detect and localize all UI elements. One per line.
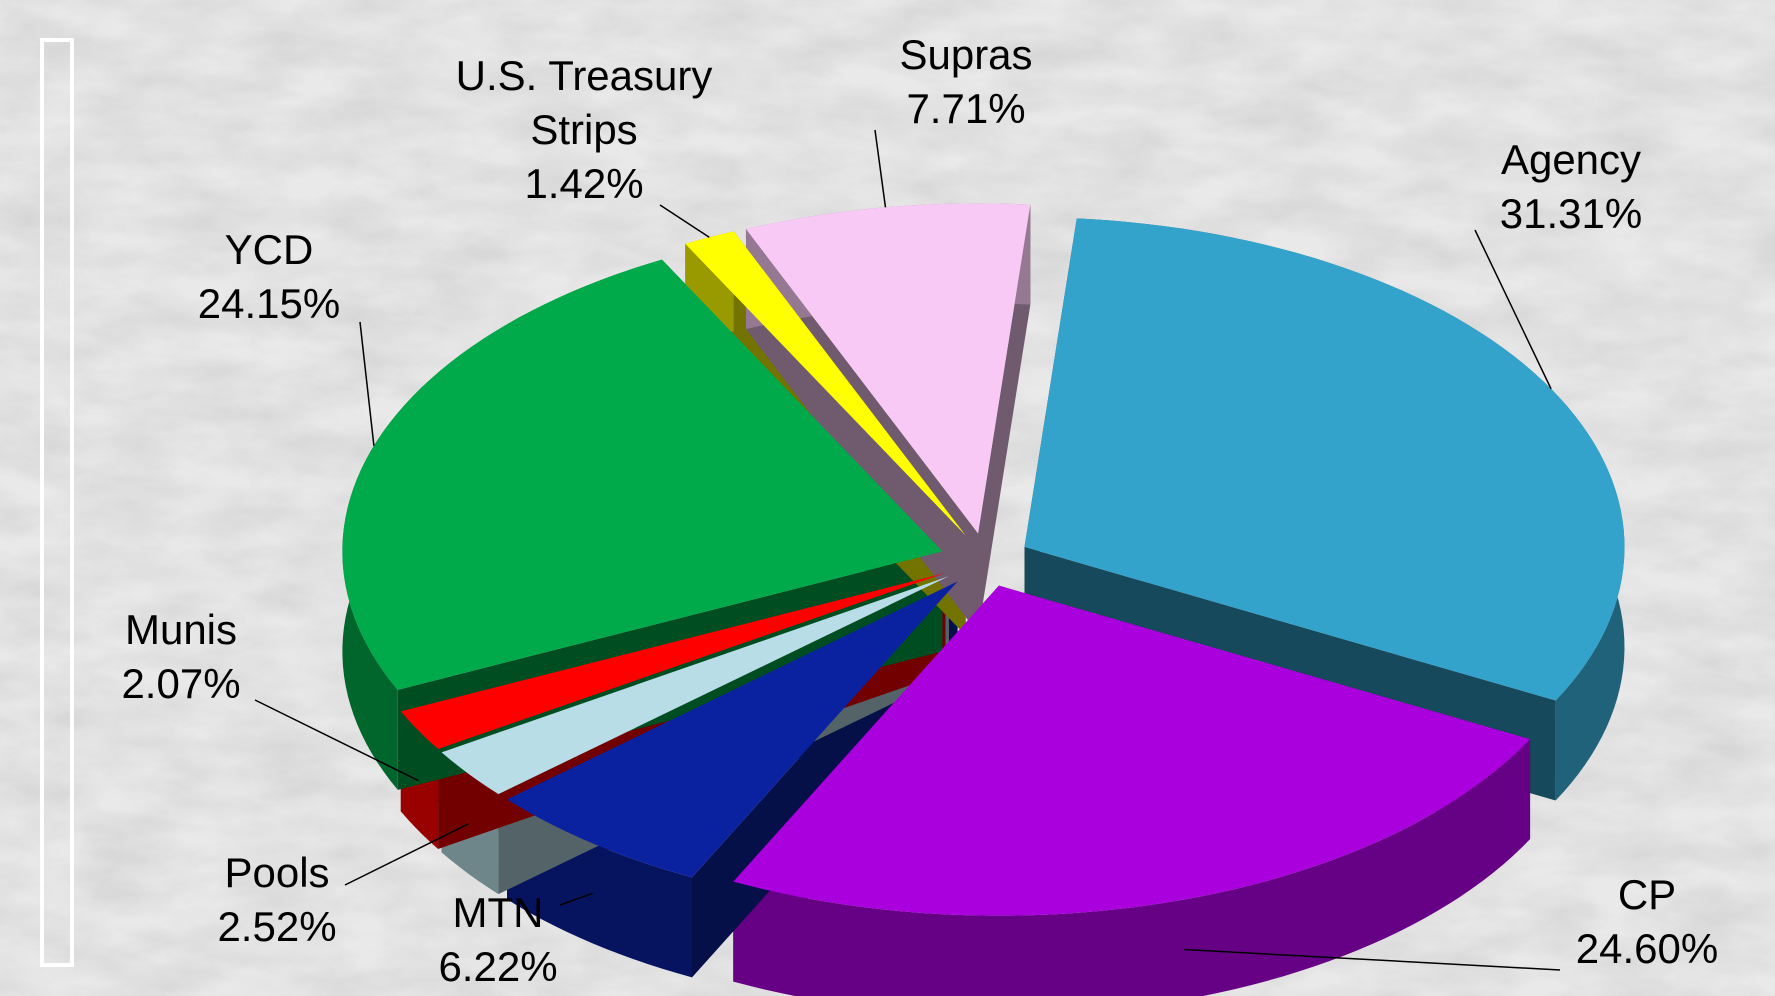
slice-label: U.S. Treasury Strips 1.42% [424,49,744,211]
leader-line [659,204,710,238]
slice-label: Supras 7.71% [899,28,1032,136]
leader-line [254,699,419,782]
slice-label: Pools 2.52% [217,846,336,954]
value-label: 2.07% [121,660,241,707]
slice-wall [745,204,1031,634]
category-label: U.S. Treasury Strips [455,52,713,153]
value-label: 24.60% [1575,925,1719,972]
value-label: 2.52% [217,903,337,950]
slice [342,259,943,690]
leader-line [359,321,375,446]
slice-label: Agency 31.31% [1500,133,1642,241]
slice-label: YCD 24.15% [198,223,340,331]
value-label: 24.15% [197,280,341,327]
category-label: Supras [899,31,1033,78]
category-label: Pools [224,849,330,896]
value-label: 7.71% [906,85,1026,132]
slice [400,572,946,750]
value-label: 1.42% [524,160,644,207]
leader-line [559,892,593,906]
slice-label: Munis 2.07% [121,603,240,711]
slice [745,203,1031,534]
leader-line [1474,229,1552,390]
slice-label: CP 24.60% [1576,868,1718,976]
category-label: CP [1617,871,1677,918]
slice [441,576,949,795]
leader-lines [254,129,1561,971]
leader-line [344,823,469,886]
slice-side [733,739,1531,996]
leader-line [874,129,887,208]
leader-line [1184,948,1561,971]
slice [685,231,966,536]
category-label: YCD [224,226,314,273]
value-label: 6.22% [438,943,558,990]
slice [507,581,958,878]
category-label: MTN [452,889,544,936]
frame-bar [40,38,74,967]
slice-tops [342,203,1625,916]
slice [1024,218,1625,701]
value-label: 31.31% [1499,190,1643,237]
slice-label: MTN 6.22% [438,886,557,994]
category-label: Agency [1500,136,1642,183]
slice [733,585,1531,916]
category-label: Munis [124,606,238,653]
